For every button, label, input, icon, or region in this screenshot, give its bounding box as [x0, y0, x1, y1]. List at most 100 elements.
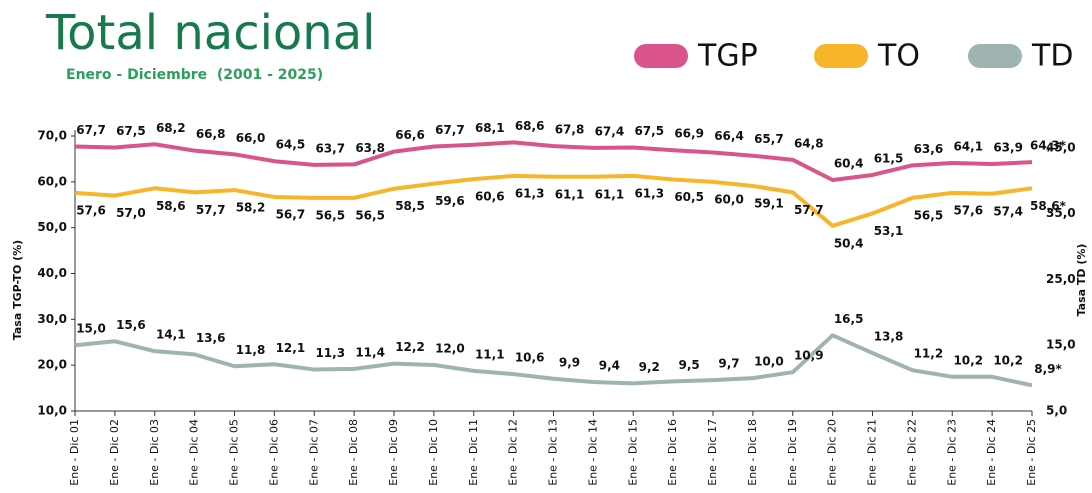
- y2-tick-label: 45,0: [1046, 140, 1076, 154]
- y-tick-label: 70,0: [37, 129, 67, 143]
- x-tick-label: Ene - Dic 06: [267, 419, 280, 486]
- data-label: 60,5: [674, 190, 704, 204]
- data-label: 9,9: [559, 355, 580, 369]
- data-label: 10,0: [754, 355, 784, 369]
- data-label: 63,7: [315, 141, 345, 155]
- data-label: 67,5: [116, 124, 146, 138]
- data-label: 58,6*: [1030, 199, 1067, 213]
- data-label: 66,6: [395, 128, 425, 142]
- data-label: 11,2: [914, 347, 944, 361]
- y-tick-label: 60,0: [37, 174, 67, 188]
- data-label: 11,4: [355, 345, 385, 359]
- data-label: 68,2: [156, 121, 186, 135]
- x-tick-label: Ene - Dic 09: [387, 419, 400, 486]
- y-tick-label: 40,0: [37, 266, 67, 280]
- data-label: 11,3: [315, 346, 345, 360]
- data-label: 12,0: [435, 341, 465, 355]
- y-tick-label: 10,0: [37, 404, 67, 418]
- legend-label: TD: [1031, 39, 1073, 74]
- data-label: 64,3*: [1030, 139, 1067, 153]
- data-label: 63,6: [914, 142, 944, 156]
- data-label: 64,1: [953, 140, 983, 154]
- data-label: 57,6: [76, 203, 106, 217]
- chart-subtitle: Enero - Diciembre (2001 - 2025): [66, 67, 323, 83]
- data-label: 66,8: [196, 127, 226, 141]
- y-tick-label: 50,0: [37, 220, 67, 234]
- data-label: 9,2: [639, 360, 660, 374]
- data-label: 12,2: [395, 340, 425, 354]
- data-label: 60,0: [714, 192, 744, 206]
- data-label: 15,6: [116, 318, 146, 332]
- data-label: 57,7: [794, 203, 824, 217]
- series-line: [74, 140, 1033, 182]
- data-label: 66,9: [674, 127, 704, 141]
- data-label: 59,1: [754, 196, 784, 210]
- data-label: 67,8: [555, 123, 585, 137]
- y-tick-label: 30,0: [37, 312, 67, 326]
- x-tick-label: Ene - Dic 01: [68, 419, 81, 486]
- x-tick-label: Ene - Dic 08: [347, 419, 360, 486]
- x-tick-label: Ene - Dic 17: [706, 419, 719, 486]
- data-label: 56,7: [276, 207, 306, 221]
- data-label: 57,6: [953, 203, 983, 217]
- data-label: 68,1: [475, 121, 505, 135]
- data-label: 61,1: [595, 187, 625, 201]
- x-tick-label: Ene - Dic 21: [866, 419, 879, 486]
- data-label: 67,7: [435, 123, 465, 137]
- data-label: 57,0: [116, 206, 146, 220]
- data-label: 13,6: [196, 331, 226, 345]
- data-label: 67,7: [76, 123, 106, 137]
- data-label: 56,5: [315, 208, 345, 222]
- data-label: 67,5: [634, 124, 664, 138]
- x-tick-label: Ene - Dic 16: [666, 419, 679, 486]
- legend-label: TGP: [697, 39, 758, 74]
- data-label: 61,5: [874, 151, 904, 165]
- data-label: 63,8: [355, 141, 385, 155]
- data-label: 64,8: [794, 136, 824, 150]
- data-label: 59,6: [435, 194, 465, 208]
- legend-label: TO: [877, 39, 920, 74]
- y2-tick-label: 5,0: [1046, 404, 1067, 418]
- data-label: 66,4: [714, 129, 744, 143]
- data-label: 68,6: [515, 119, 545, 133]
- data-label: 14,1: [156, 328, 186, 342]
- x-tick-label: Ene - Dic 14: [586, 419, 599, 486]
- data-label: 12,1: [276, 341, 306, 355]
- x-tick-label: Ene - Dic 15: [626, 419, 639, 486]
- x-tick-label: Ene - Dic 19: [786, 419, 799, 486]
- y-tick-label: 20,0: [37, 358, 67, 372]
- chart-title: Total nacional: [45, 5, 375, 61]
- x-tick-label: Ene - Dic 20: [826, 419, 839, 486]
- data-label: 50,4: [834, 236, 864, 250]
- data-label: 61,3: [634, 186, 664, 200]
- data-label: 56,5: [355, 208, 385, 222]
- y-axis-label: Tasa TGP-TO (%): [11, 240, 24, 340]
- x-tick-label: Ene - Dic 12: [507, 419, 520, 486]
- x-tick-label: Ene - Dic 07: [307, 419, 320, 486]
- data-label: 9,5: [678, 358, 699, 372]
- data-label: 65,7: [754, 132, 784, 146]
- data-label: 58,5: [395, 199, 425, 213]
- data-label: 61,1: [555, 187, 585, 201]
- data-label: 57,4: [993, 204, 1023, 218]
- data-label: 9,7: [718, 357, 739, 371]
- y2-axis-label: Tasa TD (%): [1075, 244, 1088, 317]
- x-tick-label: Ene - Dic 24: [985, 419, 998, 486]
- series-line: [74, 333, 1033, 388]
- x-tick-label: Ene - Dic 25: [1025, 419, 1038, 486]
- x-tick-label: Ene - Dic 02: [108, 419, 121, 486]
- legend-swatch: [968, 44, 1022, 68]
- data-label: 66,0: [236, 131, 266, 145]
- data-label: 60,6: [475, 190, 505, 204]
- x-tick-label: Ene - Dic 11: [467, 419, 480, 486]
- data-label: 63,9: [993, 140, 1023, 154]
- data-label: 11,1: [475, 347, 505, 361]
- data-label: 10,2: [953, 353, 983, 367]
- data-label: 53,1: [874, 224, 904, 238]
- data-label: 15,0: [76, 322, 106, 336]
- data-label: 58,2: [236, 201, 266, 215]
- data-label: 64,5: [276, 138, 306, 152]
- legend-swatch: [634, 44, 688, 68]
- data-label: 10,6: [515, 351, 545, 365]
